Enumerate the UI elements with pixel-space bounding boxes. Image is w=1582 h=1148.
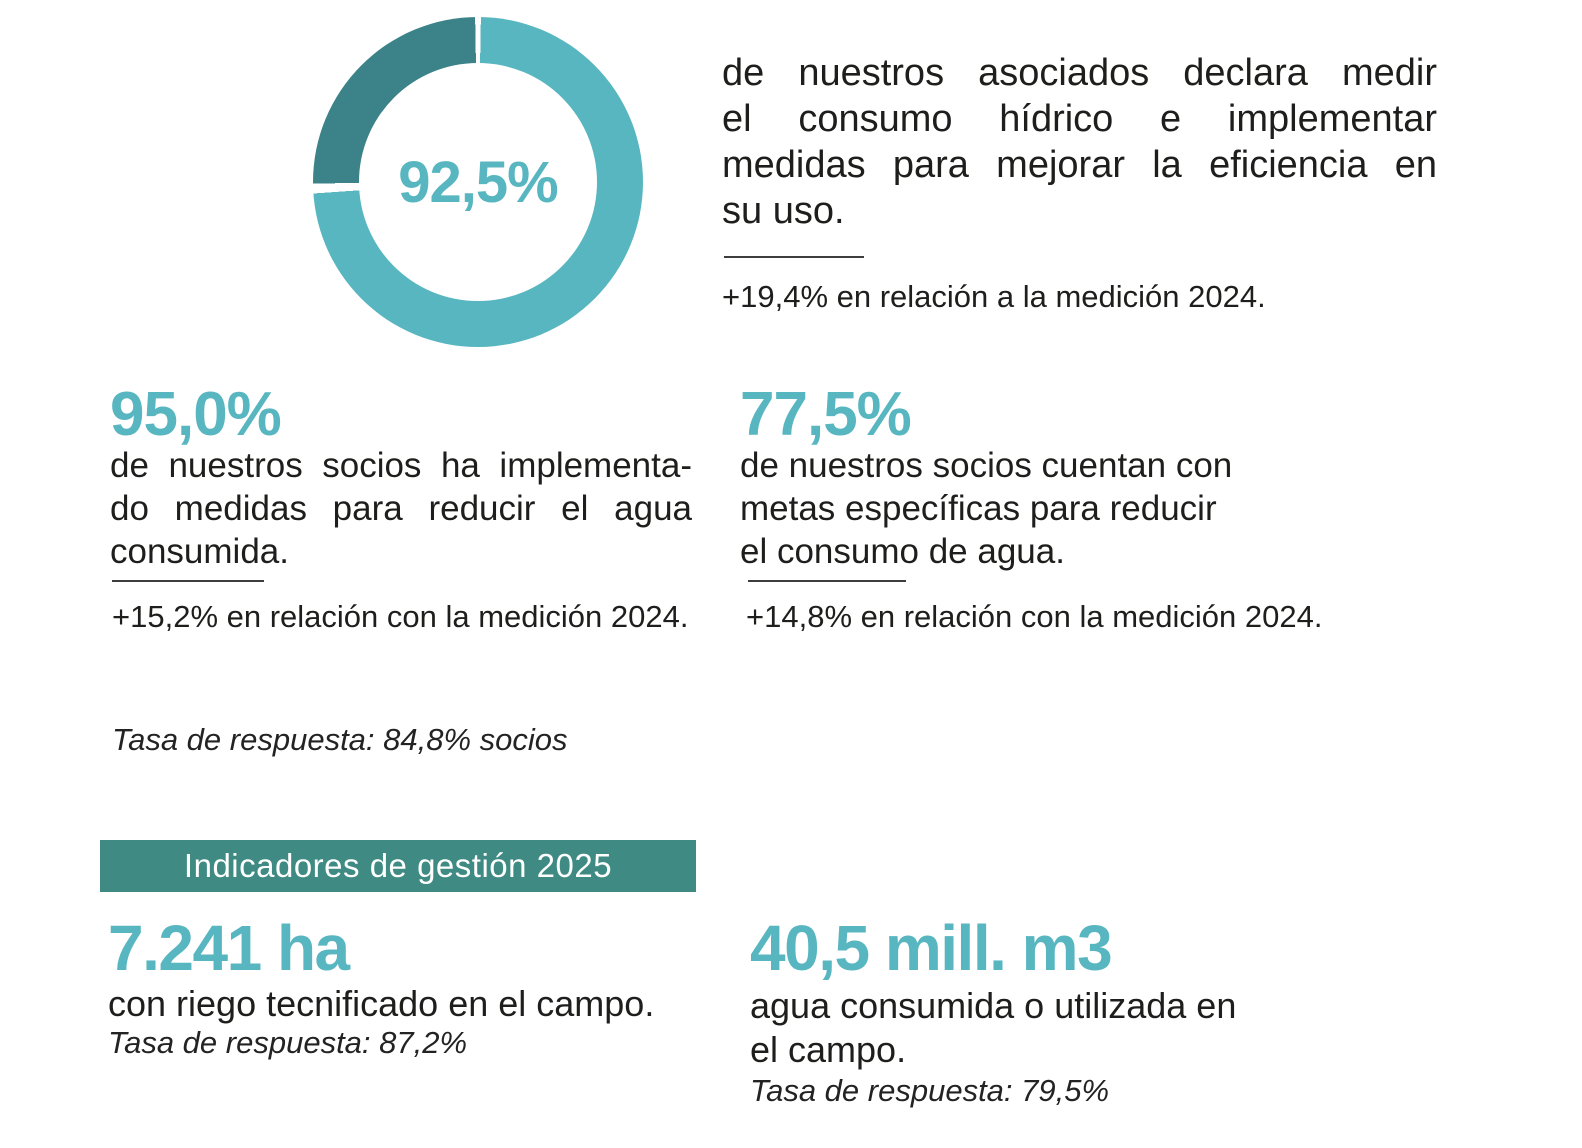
section-banner: Indicadores de gestión 2025 (100, 840, 696, 892)
stat-divider (748, 580, 906, 582)
indicator-description: agua consumida o utilizada en el campo. (750, 985, 1237, 1070)
indicator-value: 7.241 ha (108, 912, 350, 984)
stat-delta-note: +14,8% en relación con la medición 2024. (746, 599, 1323, 634)
indicator-value: 40,5 mill. m3 (750, 912, 1113, 984)
indicator-description: con riego tecnificado en el campo. (108, 983, 655, 1024)
indicator-irrigated-area: 7.241 ha con riego tecnificado en el cam… (108, 916, 728, 1061)
stat-description: de nuestros socios ha implementa-do medi… (110, 446, 692, 571)
donut-chart: 92,5% (313, 17, 643, 347)
stat-divider (112, 580, 264, 582)
donut-hole: 92,5% (359, 63, 597, 301)
indicator-response-rate: Tasa de respuesta: 79,5% (750, 1073, 1110, 1108)
indicator-response-rate: Tasa de respuesta: 87,2% (108, 1025, 468, 1060)
stat-value: 95,0% (110, 380, 282, 449)
hero-divider (724, 256, 864, 258)
hero-delta-note: +19,4% en relación a la medición 2024. (722, 279, 1266, 314)
response-rate-note: Tasa de respuesta: 84,8% socios (112, 722, 568, 757)
stat-value: 77,5% (740, 380, 912, 449)
stat-specific-goals: 77,5% de nuestros socios cuentan con meta… (740, 384, 1280, 573)
hero-description: de nuestros asociados declara medir el co… (722, 52, 1437, 232)
stat-measures-implemented: 95,0% de nuestros socios ha implementa-d… (110, 384, 692, 573)
stat-delta-note: +15,2% en relación con la medición 2024. (112, 599, 689, 634)
donut-value-label: 92,5% (398, 149, 558, 215)
section-banner-title: Indicadores de gestión 2025 (183, 847, 613, 884)
indicator-water-volume: 40,5 mill. m3 agua consumida o utilizada… (750, 916, 1370, 1109)
stat-description: de nuestros socios cuentan con metas espe… (740, 446, 1233, 571)
